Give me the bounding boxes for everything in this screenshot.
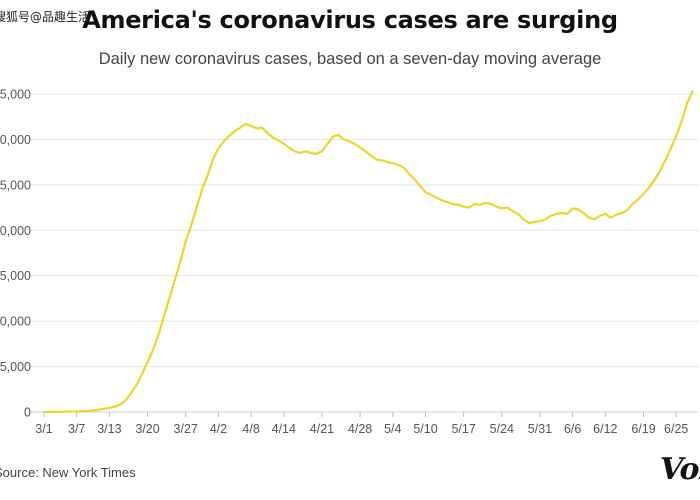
- x-axis-tick-labels: 3/1 3/7 3/13 3/20 3/27 4/2 4/8 4/14 4/21 4/28 5/4 5…: [35, 412, 688, 436]
- x-tick-label: 5/4: [384, 422, 401, 436]
- y-tick-label: 20,000: [0, 224, 31, 238]
- x-tick-label: 4/8: [242, 422, 259, 436]
- x-tick-label: 3/27: [174, 422, 198, 436]
- y-tick-label: 30,000: [0, 133, 31, 147]
- x-tick-label: 5/17: [451, 422, 475, 436]
- x-tick-label: 4/21: [310, 422, 334, 436]
- chart-subtitle: Daily new coronavirus cases, based on a …: [98, 50, 602, 68]
- x-tick-label: 6/6: [564, 422, 581, 436]
- y-tick-label: 5,000: [0, 360, 31, 374]
- x-tick-label: 4/14: [272, 422, 296, 436]
- source-note: Source: New York Times: [0, 465, 136, 480]
- brand-logo: Vox: [660, 452, 700, 487]
- y-gridlines: [30, 93, 698, 413]
- y-tick-label: 10,000: [0, 315, 31, 329]
- series-line: [42, 90, 694, 414]
- y-axis-tick-labels: 0 5,000 10,000 15,000 20,000 25,000 30,000 35,0…: [0, 88, 31, 420]
- x-tick-label: 5/24: [490, 422, 514, 436]
- y-tick-label: 25,000: [0, 178, 31, 192]
- y-tick-label: 15,000: [0, 269, 31, 283]
- x-tick-label: 6/12: [593, 422, 617, 436]
- y-tick-label: 0: [24, 406, 31, 420]
- x-tick-label: 3/1: [35, 422, 52, 436]
- x-tick-label: 3/7: [68, 422, 85, 436]
- x-tick-label: 6/25: [664, 422, 688, 436]
- series-group: [42, 90, 694, 414]
- x-tick-label: 6/19: [631, 422, 655, 436]
- x-tick-label: 5/10: [413, 422, 437, 436]
- chart-title: America's coronavirus cases are surging: [82, 6, 618, 34]
- x-tick-label: 4/28: [348, 422, 372, 436]
- y-tick-label: 35,000: [0, 88, 31, 102]
- x-tick-label: 5/31: [528, 422, 552, 436]
- watermark: 搜狐号@品趣生活: [0, 10, 91, 24]
- x-tick-label: 4/2: [210, 422, 227, 436]
- x-tick-label: 3/20: [135, 422, 159, 436]
- x-tick-label: 3/13: [97, 422, 121, 436]
